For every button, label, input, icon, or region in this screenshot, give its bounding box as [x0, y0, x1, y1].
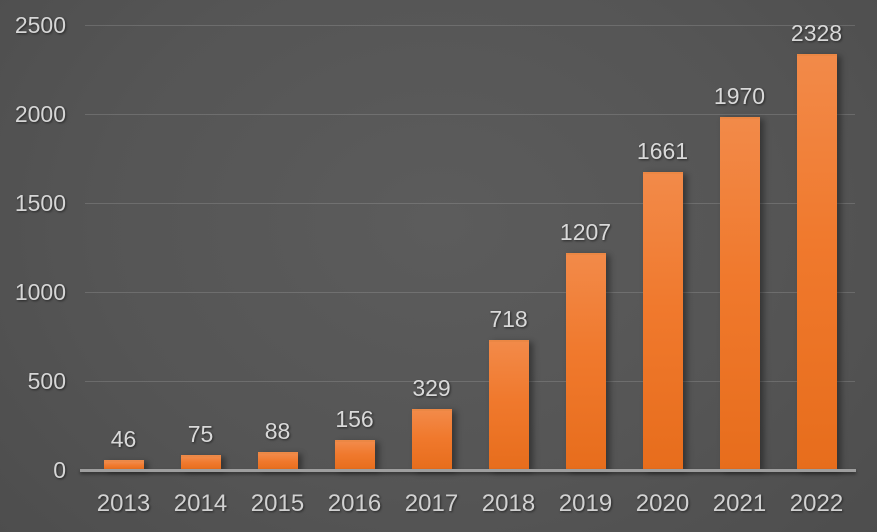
y-tick-label: 0 — [53, 457, 66, 483]
bar-group: 75 — [162, 420, 239, 470]
bar-group: 46 — [85, 425, 162, 470]
bar — [334, 440, 375, 470]
plot-area: 46 75 88 156 329 718 1207 1661 1970 2328 — [80, 20, 856, 472]
bar-group: 1970 — [701, 82, 778, 470]
bar — [719, 117, 760, 470]
bar — [488, 340, 529, 470]
bar-group: 88 — [239, 417, 316, 470]
bar-group: 156 — [316, 405, 393, 470]
bar — [257, 452, 298, 470]
x-axis: 2013 2014 2015 2016 2017 2018 2019 2020 2021 2022 — [85, 489, 855, 518]
bar-value-label: 75 — [187, 421, 214, 447]
gridline — [85, 114, 855, 115]
x-tick-label: 2022 — [789, 490, 844, 517]
bar-series: 46 75 88 156 329 718 1207 1661 1970 2328 — [85, 20, 855, 470]
bar — [411, 409, 452, 470]
bar-group: 2328 — [778, 19, 855, 470]
bar-value-label: 1207 — [559, 219, 612, 245]
y-tick-label: 500 — [27, 368, 66, 394]
bar-group: 329 — [393, 374, 470, 470]
gridline — [85, 25, 855, 26]
y-tick-label: 2000 — [14, 101, 66, 127]
x-tick-label: 2017 — [404, 490, 459, 517]
x-tick-label: 2014 — [173, 490, 228, 517]
bar-value-label: 329 — [412, 375, 451, 401]
bar — [796, 54, 837, 470]
y-axis: 0 500 1000 1500 2000 2500 — [0, 0, 66, 532]
x-tick-label: 2015 — [250, 490, 305, 517]
x-tick-label: 2016 — [327, 490, 382, 517]
bar-group: 718 — [470, 305, 547, 470]
bar-group: 1207 — [547, 218, 624, 470]
y-tick-label: 2500 — [14, 12, 66, 38]
bar-value-label: 156 — [335, 406, 374, 432]
bar-value-label: 1970 — [713, 83, 766, 109]
x-tick-label: 2020 — [635, 490, 690, 517]
gridline — [85, 292, 855, 293]
bar-value-label: 2328 — [790, 20, 843, 46]
bar-group: 1661 — [624, 137, 701, 470]
x-tick-label: 2019 — [558, 490, 613, 517]
x-tick-label: 2013 — [96, 490, 151, 517]
bar — [642, 172, 683, 470]
y-tick-label: 1500 — [14, 190, 66, 216]
bar — [180, 455, 221, 470]
bar — [565, 253, 606, 470]
bar-value-label: 88 — [264, 418, 291, 444]
bar-value-label: 46 — [110, 426, 137, 452]
bar-value-label: 1661 — [636, 138, 689, 164]
gridline — [85, 203, 855, 204]
x-tick-label: 2021 — [712, 490, 767, 517]
bar — [103, 460, 144, 470]
gridline — [85, 381, 855, 382]
x-axis-line — [80, 469, 856, 472]
x-tick-label: 2018 — [481, 490, 536, 517]
y-tick-label: 1000 — [14, 279, 66, 305]
bar-value-label: 718 — [489, 306, 528, 332]
